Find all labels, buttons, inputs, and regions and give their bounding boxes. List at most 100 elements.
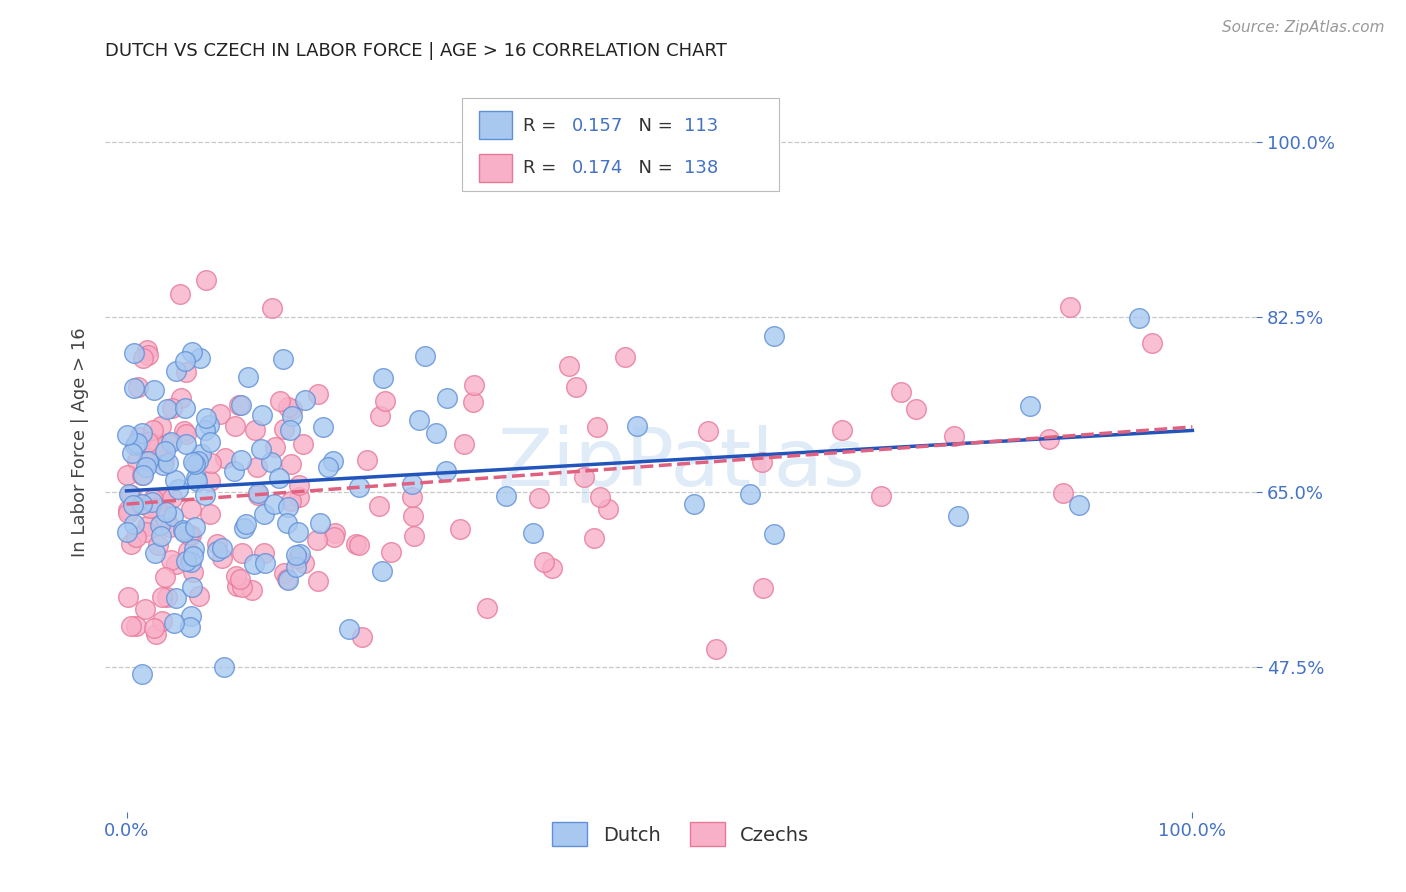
Point <box>287 550 309 565</box>
Point <box>124 516 146 531</box>
Point <box>704 642 727 657</box>
Point <box>180 555 202 569</box>
Point <box>307 387 329 401</box>
Point <box>146 538 169 552</box>
Point <box>449 522 471 536</box>
Point <box>260 301 283 315</box>
Point <box>401 490 423 504</box>
Point <box>150 449 173 463</box>
Point <box>150 615 173 629</box>
Point <box>160 491 183 505</box>
Point <box>179 528 201 542</box>
Point <box>943 429 966 443</box>
Point <box>131 468 153 483</box>
Point <box>253 546 276 560</box>
Text: 0.174: 0.174 <box>571 160 623 178</box>
Point <box>277 500 299 514</box>
Point <box>229 398 252 412</box>
Point <box>288 491 311 505</box>
Point <box>117 506 139 520</box>
Point <box>322 454 344 468</box>
Point <box>131 667 153 681</box>
Point <box>233 521 256 535</box>
Point <box>124 438 146 452</box>
Point <box>246 459 269 474</box>
Point <box>181 455 204 469</box>
Point <box>565 380 588 394</box>
Point <box>121 498 143 512</box>
Point <box>273 566 295 581</box>
Point <box>181 566 204 580</box>
Point <box>288 548 311 562</box>
Point <box>135 518 157 533</box>
Point <box>117 591 139 605</box>
Point <box>367 499 389 513</box>
Point <box>240 583 263 598</box>
Point <box>380 544 402 558</box>
Point <box>236 369 259 384</box>
Point <box>1059 300 1081 314</box>
Point <box>115 524 138 539</box>
Point <box>222 464 245 478</box>
Point <box>153 444 176 458</box>
Point <box>173 425 195 439</box>
Point <box>150 591 173 605</box>
Point <box>153 491 176 505</box>
Point <box>208 407 231 421</box>
Point <box>120 619 142 633</box>
Point <box>173 401 195 415</box>
Point <box>890 385 912 400</box>
Point <box>267 470 290 484</box>
Point <box>250 408 273 422</box>
Point <box>626 419 648 434</box>
Text: 0.157: 0.157 <box>571 117 623 135</box>
Point <box>285 549 308 563</box>
Point <box>254 556 277 570</box>
Point <box>184 471 207 485</box>
Point <box>589 491 612 505</box>
Point <box>143 383 166 397</box>
Point <box>350 630 373 644</box>
Point <box>198 507 221 521</box>
Point <box>408 413 430 427</box>
Point <box>337 622 360 636</box>
Text: ZipPatlas: ZipPatlas <box>496 425 865 503</box>
Point <box>583 531 606 545</box>
Point <box>135 460 157 475</box>
Point <box>316 460 339 475</box>
Point <box>205 543 228 558</box>
Point <box>117 502 139 516</box>
Point <box>118 487 141 501</box>
Point <box>287 524 309 539</box>
Point <box>149 418 172 433</box>
Point <box>434 464 457 478</box>
Point <box>132 467 155 482</box>
Point <box>183 520 205 534</box>
Point <box>198 434 221 449</box>
Point <box>136 454 159 468</box>
Point <box>177 543 200 558</box>
Point <box>946 508 969 523</box>
Point <box>143 546 166 560</box>
Text: 138: 138 <box>685 160 718 178</box>
Point <box>125 530 148 544</box>
Point <box>145 626 167 640</box>
Point <box>155 505 177 519</box>
Point <box>155 570 177 584</box>
Point <box>247 486 270 500</box>
Point <box>1067 498 1090 512</box>
Point <box>558 359 581 373</box>
Point <box>225 568 247 582</box>
Point <box>224 419 246 434</box>
Point <box>120 537 142 551</box>
Point <box>136 454 159 468</box>
Point <box>127 453 149 467</box>
Point <box>198 417 221 432</box>
Point <box>738 487 761 501</box>
Point <box>115 468 138 483</box>
Point <box>269 393 291 408</box>
Point <box>527 491 550 506</box>
Point <box>477 601 499 615</box>
Point <box>159 520 181 534</box>
Point <box>280 457 302 471</box>
